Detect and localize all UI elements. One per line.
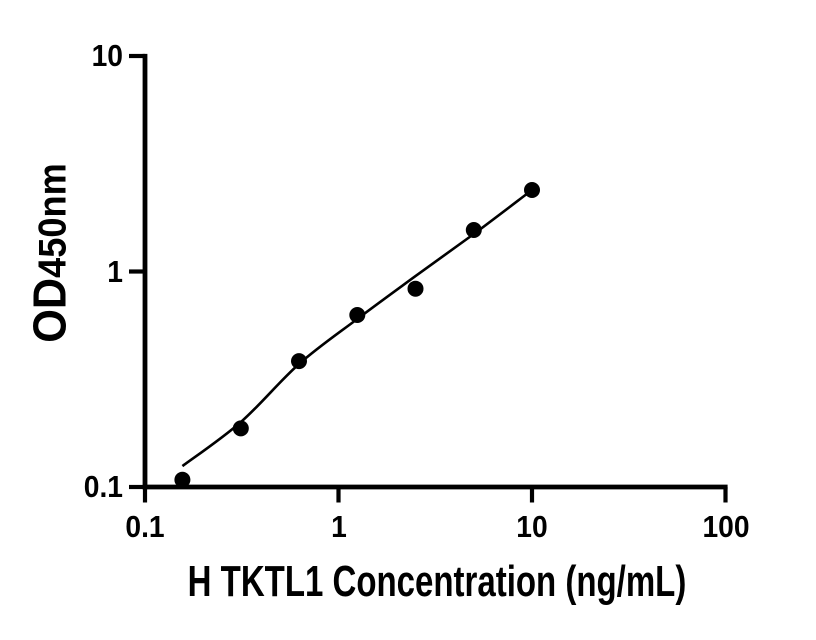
x-axis-title: H TKTL1 Concentration (ng/mL) <box>187 557 687 606</box>
data-point <box>524 182 540 198</box>
y-axis-tick-label: 10 <box>91 38 123 73</box>
data-point <box>407 280 424 297</box>
x-axis-tick-label: 0.1 <box>125 509 165 544</box>
data-point <box>174 471 191 488</box>
x-axis-tick-label: 100 <box>701 509 750 544</box>
y-axis-tick-label: 1 <box>107 253 123 289</box>
data-point <box>291 353 307 370</box>
data-point <box>349 307 366 323</box>
data-point <box>465 222 482 238</box>
y-axis-tick-label: 0.1 <box>83 469 123 504</box>
x-axis-tick-label: 10 <box>516 509 548 544</box>
x-axis-tick-label: 1 <box>330 509 347 544</box>
data-point <box>232 420 249 437</box>
